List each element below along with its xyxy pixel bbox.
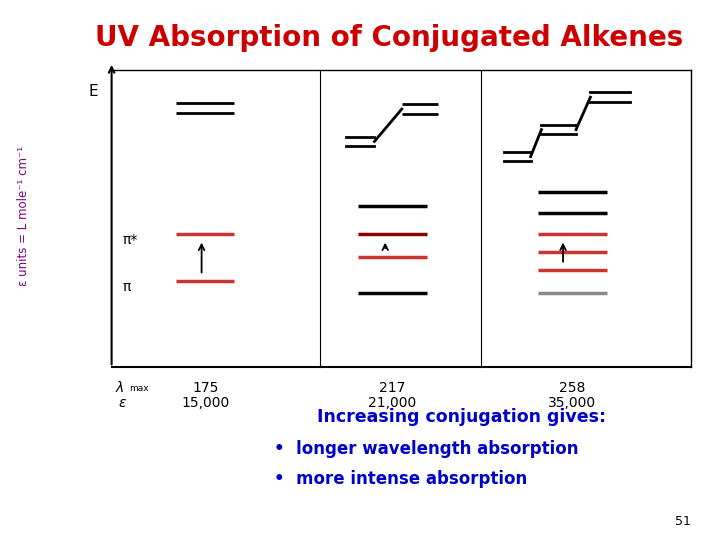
Text: •  longer wavelength absorption: • longer wavelength absorption [274,440,578,458]
Text: •  more intense absorption: • more intense absorption [274,470,527,488]
Text: ε: ε [119,396,126,410]
Text: 175: 175 [192,381,218,395]
Text: 51: 51 [675,515,691,528]
Text: E: E [89,84,99,99]
Text: 35,000: 35,000 [549,396,596,410]
Text: Increasing conjugation gives:: Increasing conjugation gives: [317,408,606,426]
Text: 15,000: 15,000 [181,396,230,410]
Text: 217: 217 [379,381,405,395]
Text: π*: π* [122,233,138,247]
Text: ε units = L mole⁻¹ cm⁻¹: ε units = L mole⁻¹ cm⁻¹ [17,146,30,286]
Text: 21,000: 21,000 [368,396,417,410]
Text: UV Absorption of Conjugated Alkenes: UV Absorption of Conjugated Alkenes [94,24,683,52]
Text: π: π [122,280,131,294]
Text: max: max [130,384,149,393]
Text: 258: 258 [559,381,585,395]
Text: λ: λ [115,381,123,395]
